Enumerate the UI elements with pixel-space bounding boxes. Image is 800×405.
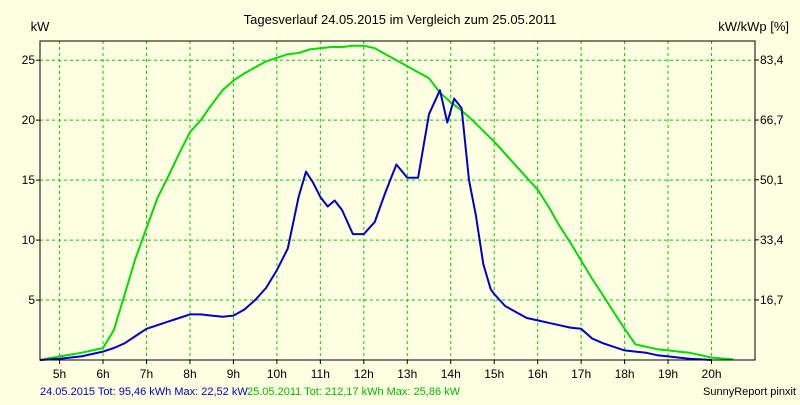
series-line-24-05-2015 <box>39 89 712 361</box>
x-tick-label: 14h <box>441 367 461 381</box>
y-tick-label-right: 16,7 <box>760 293 784 307</box>
y-axis-left-label: kW <box>31 19 51 34</box>
y-tick-label-left: 5 <box>28 293 35 307</box>
series-group <box>39 44 734 361</box>
plot-frame <box>39 40 756 361</box>
x-tick-label: 6h <box>96 367 109 381</box>
y-tick-label-right: 83,4 <box>760 53 784 67</box>
y-tick-label-right: 50,1 <box>760 173 784 187</box>
y-tick-label-right: 66,7 <box>760 113 784 127</box>
x-tick-label: 9h <box>227 367 240 381</box>
y-axis-right-label: kW/kWp [%] <box>718 19 789 34</box>
x-tick-label: 11h <box>311 367 330 381</box>
x-tick-label: 10h <box>267 367 287 381</box>
y-tick-label-left: 20 <box>22 113 36 127</box>
x-tick-label: 12h <box>354 367 374 381</box>
x-tick-label: 18h <box>615 367 635 381</box>
x-tick-label: 8h <box>183 367 196 381</box>
y-tick-label-left: 15 <box>22 173 36 187</box>
legend-series-1: 24.05.2015 Tot: 95,46 kWh Max: 22,52 kW <box>40 386 248 398</box>
x-tick-label: 20h <box>702 367 722 381</box>
y-tick-label-right: 33,4 <box>760 233 784 247</box>
x-tick-label: 13h <box>397 367 417 381</box>
ticks: 5h 6h 7h 8h 9h 10h 11h 12h 13h 14h 15h 16h 17h 18h 19h… <box>22 53 784 381</box>
x-tick-label: 15h <box>484 367 504 381</box>
x-tick-label: 19h <box>658 367 678 381</box>
x-tick-label: 17h <box>571 367 591 381</box>
x-tick-label: 5h <box>53 367 66 381</box>
chart-title: Tagesverlauf 24.05.2015 im Vergleich zum… <box>244 12 557 27</box>
legend-series-2: 25.05.2011 Tot: 212,17 kWh Max: 25,86 kW <box>247 386 461 398</box>
x-tick-label: 16h <box>528 367 548 381</box>
grid <box>40 41 755 360</box>
x-tick-label: 7h <box>140 367 153 381</box>
series-line-25-05-2011 <box>39 44 734 361</box>
y-tick-label-left: 25 <box>22 53 36 67</box>
y-tick-label-left: 10 <box>22 233 36 247</box>
credit-text: SunnyReport pinxit <box>703 386 796 398</box>
